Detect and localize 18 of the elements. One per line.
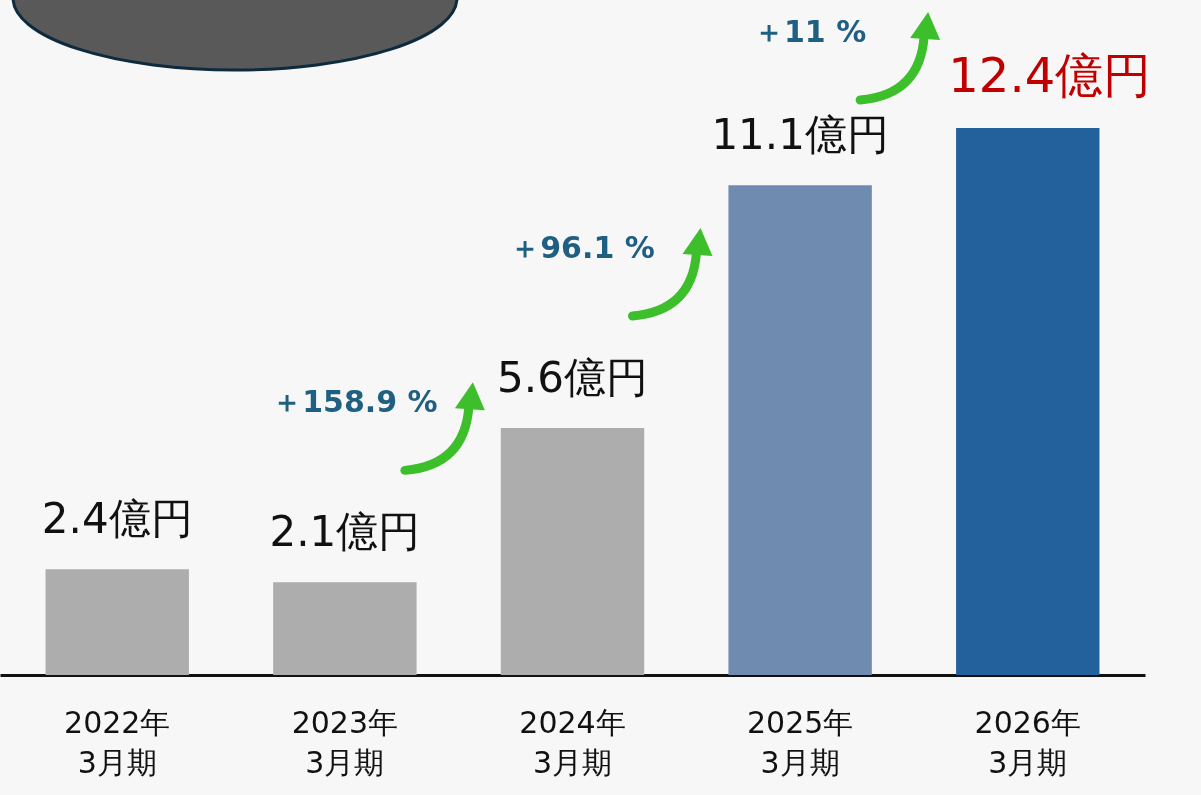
bar bbox=[728, 185, 872, 675]
x-tick-label: 2026年 3月期 bbox=[974, 705, 1081, 780]
data-label: 2.4億円 bbox=[41, 494, 193, 544]
x-tick-label: 2025年 3月期 bbox=[746, 705, 854, 780]
x-tick-label: 2023年 3月期 bbox=[291, 705, 399, 780]
annotation: ＋158.9 % bbox=[272, 384, 438, 420]
data-label: 2.1億円 bbox=[269, 507, 421, 557]
annotation: ＋96.1 % bbox=[510, 229, 655, 265]
data-label: 5.6億円 bbox=[497, 352, 648, 402]
bar bbox=[45, 569, 189, 675]
bar bbox=[500, 427, 645, 675]
bar bbox=[273, 582, 417, 675]
text: ＋11 % bbox=[754, 14, 867, 49]
bar bbox=[956, 128, 1100, 675]
data-label: 12.4億円 bbox=[948, 47, 1152, 103]
x-tick-label: 2024年 3月期 bbox=[519, 705, 626, 780]
x-tick-label: 2022年 3月期 bbox=[64, 705, 171, 780]
data-label: 11.1億円 bbox=[711, 110, 889, 160]
